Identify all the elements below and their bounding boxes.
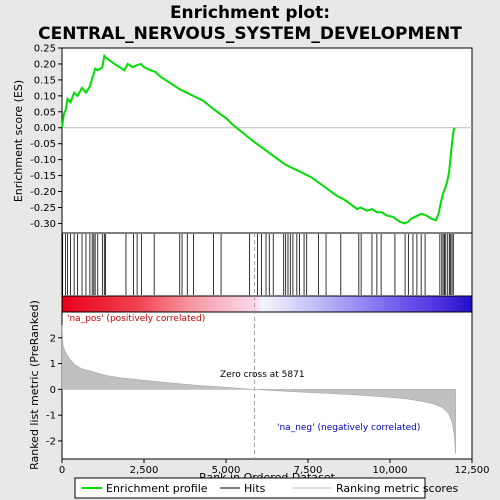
legend-label: Hits (244, 482, 266, 495)
es-y-tick-label: -0.05 (30, 139, 56, 150)
es-y-tick-label: 0.00 (34, 123, 56, 134)
es-y-tick-label: -0.20 (30, 187, 56, 198)
es-y-tick-label: 0.15 (34, 75, 56, 86)
es-y-tick-label: 0.25 (34, 44, 56, 55)
es-layer (61, 53, 472, 225)
es-y-tick-label: -0.25 (30, 203, 56, 214)
es-y-tick-label: -0.15 (30, 171, 56, 182)
legend: Enrichment profile Hits Ranking metric sco… (74, 477, 458, 499)
y-axis-label-es: Enrichment score (ES) (12, 80, 25, 202)
pos-correlated-label: 'na_pos' (positively correlated) (67, 314, 205, 324)
enrichment-profile-line (61, 53, 456, 225)
es-y-tick-label: 0.05 (34, 107, 56, 118)
metric-layer (61, 233, 456, 459)
es-y-tick-label: -0.30 (30, 219, 56, 230)
zero-cross-label: Zero cross at 5871 (220, 370, 305, 380)
y-axis-label-metric: Ranked list metric (PreRanked) (28, 300, 41, 470)
hits-panel (61, 232, 473, 297)
x-tick-label: 5,000 (212, 465, 241, 476)
metric-y-tick-label: -1 (46, 411, 56, 422)
ticks-layer: 0 2,500 5,000 7,500 10,000 12,500 0.25 0.20 0.15… (30, 44, 489, 477)
rank-color-bar (61, 295, 473, 313)
es-y-tick-label: -0.10 (30, 155, 56, 166)
legend-label: Ranking metric scores (336, 482, 458, 495)
es-y-tick-label: 0.20 (34, 59, 56, 70)
legend-label: Enrichment profile (106, 482, 208, 495)
metric-y-tick-label: 0 (50, 385, 56, 396)
hits-layer (62, 234, 454, 295)
es-panel (61, 47, 473, 234)
x-tick-label: 10,000 (373, 465, 408, 476)
x-tick-label: 7,500 (294, 465, 323, 476)
metric-y-tick-label: 2 (50, 333, 56, 344)
metric-y-tick-label: -2 (46, 436, 56, 447)
chart-title-line2: CENTRAL_NERVOUS_SYSTEM_DEVELOPMENT (38, 24, 462, 44)
x-tick-label: 12,500 (455, 465, 490, 476)
metric-y-tick-label: 1 (50, 359, 56, 370)
x-tick-label: 2,500 (130, 465, 159, 476)
es-y-tick-label: 0.10 (34, 91, 56, 102)
x-tick-label: 0 (59, 465, 65, 476)
neg-correlated-label: 'na_neg' (negatively correlated) (277, 423, 420, 433)
chart-title-line1: Enrichment plot: (170, 3, 330, 23)
